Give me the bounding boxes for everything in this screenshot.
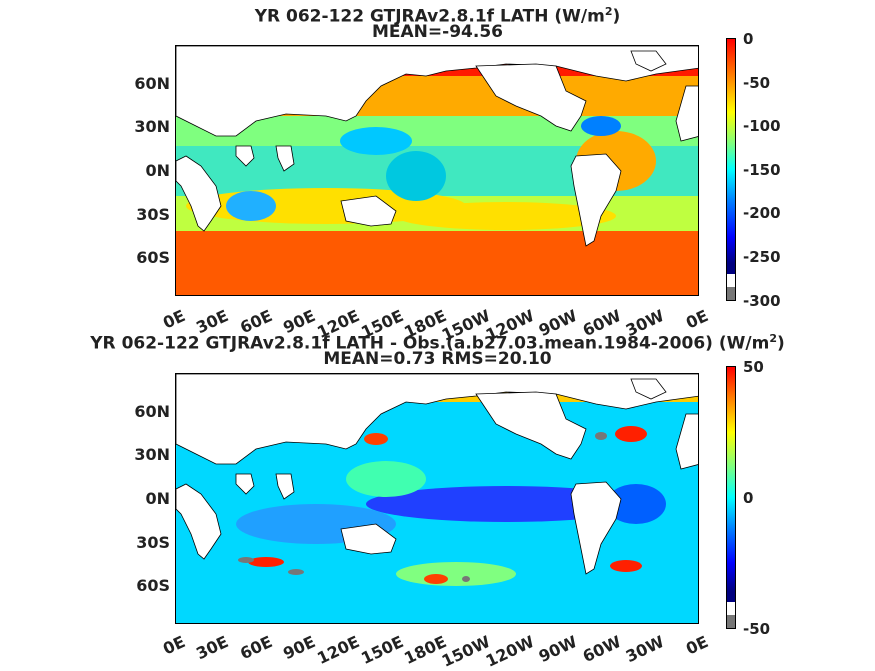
bottom-title-line1: YR 062-122 GTJRAv2.8.1f LATH - Obs.(a.b2… bbox=[90, 333, 770, 354]
bottom-xtick-11: 30W bbox=[622, 632, 668, 667]
bottom-arabia bbox=[235, 473, 255, 495]
top-cbar-tick-3: -150 bbox=[743, 161, 781, 179]
bottom-north-america bbox=[475, 391, 587, 460]
bottom-title-end: ) bbox=[776, 333, 785, 354]
bottom-xtick-0: 0E bbox=[160, 632, 189, 659]
bottom-panel-stats: MEAN=0.73 RMS=20.10 bbox=[323, 349, 552, 369]
bottom-australia bbox=[340, 523, 397, 555]
bottom-title-sup: 2 bbox=[769, 332, 777, 345]
bottom-south-america bbox=[570, 481, 622, 575]
bottom-malvinas-positive bbox=[610, 560, 642, 572]
top-title-line1: YR 062-122 GTJRAv2.8.1f LATH (W/m bbox=[254, 6, 605, 27]
bottom-india bbox=[275, 473, 295, 500]
top-gulf-stream bbox=[581, 116, 621, 136]
top-europe-east-edge bbox=[675, 85, 698, 142]
top-cbar-tick-0: 0 bbox=[743, 30, 754, 48]
bottom-map bbox=[175, 373, 699, 624]
bottom-xtick-2: 60E bbox=[236, 632, 276, 664]
top-cbar-tick-6: -300 bbox=[743, 292, 781, 310]
bottom-eurasia bbox=[176, 374, 698, 465]
top-eurasia bbox=[176, 46, 698, 137]
bottom-ytick-60n: 60N bbox=[134, 402, 170, 421]
top-greenland bbox=[630, 50, 667, 72]
top-panel: YR 062-122 GTJRAv2.8.1f LATH (W/m2) MEAN… bbox=[0, 0, 875, 345]
top-ytick-30n: 30N bbox=[134, 117, 170, 136]
top-arabia bbox=[235, 145, 255, 167]
bottom-xtick-8: 120W bbox=[482, 632, 538, 671]
top-map-svg bbox=[176, 46, 698, 295]
bottom-gulfstream-positive bbox=[615, 426, 647, 442]
top-cbar-tick-5: -250 bbox=[743, 248, 781, 266]
bottom-ytick-0n: 0N bbox=[145, 489, 170, 508]
bottom-cbar-tick-2: -50 bbox=[743, 620, 771, 638]
top-ytick-60n: 60N bbox=[134, 74, 170, 93]
bottom-xtick-12: 0E bbox=[683, 632, 712, 659]
top-warm-pool bbox=[386, 151, 446, 201]
bottom-cbar-tick-1: 0 bbox=[743, 489, 754, 507]
top-india bbox=[275, 145, 295, 172]
bottom-south-pac-positive bbox=[424, 574, 448, 584]
bottom-ytick-30n: 30N bbox=[134, 445, 170, 464]
top-land bbox=[176, 46, 698, 247]
top-north-america bbox=[475, 63, 587, 132]
bottom-missing bbox=[238, 432, 607, 582]
top-australia bbox=[340, 195, 397, 227]
top-south-america bbox=[570, 153, 622, 247]
bottom-agulhas-positive bbox=[248, 557, 284, 567]
bottom-xtick-4: 120E bbox=[313, 632, 363, 668]
top-panel-mean: MEAN=-94.56 bbox=[372, 22, 503, 42]
bottom-atlantic-negative bbox=[606, 484, 666, 524]
bottom-panel-title: YR 062-122 GTJRAv2.8.1f LATH - Obs.(a.b2… bbox=[0, 329, 875, 354]
top-cbar-tick-2: -100 bbox=[743, 117, 781, 135]
bottom-missing-patch-1 bbox=[238, 557, 254, 563]
bottom-panel: YR 062-122 GTJRAv2.8.1f LATH - Obs.(a.b2… bbox=[0, 329, 875, 671]
bottom-missing-patch-4 bbox=[595, 432, 607, 440]
bottom-ytick-30s: 30S bbox=[136, 533, 170, 552]
bottom-xtick-1: 30E bbox=[192, 632, 232, 664]
bottom-cbar-tick-0: 50 bbox=[743, 358, 764, 376]
top-africa bbox=[176, 155, 222, 232]
top-kuroshio bbox=[340, 127, 412, 155]
bottom-missing-patch-3 bbox=[462, 576, 470, 582]
top-title-sup: 2 bbox=[604, 5, 613, 18]
bottom-greenland bbox=[630, 378, 667, 400]
bottom-southern-ocean bbox=[396, 562, 516, 586]
top-ytick-60s: 60S bbox=[136, 248, 170, 267]
bottom-colorbar bbox=[726, 366, 736, 629]
bottom-land bbox=[176, 374, 698, 575]
top-colorbar bbox=[726, 38, 736, 301]
bottom-xtick-10: 60W bbox=[579, 632, 625, 667]
bottom-ytick-60s: 60S bbox=[136, 576, 170, 595]
bottom-europe-east-edge bbox=[675, 413, 698, 470]
top-pacific-gradient bbox=[396, 202, 616, 230]
bottom-kuroshio-positive bbox=[364, 433, 388, 445]
bottom-africa bbox=[176, 483, 222, 560]
top-agulhas bbox=[226, 191, 276, 221]
top-cbar-tick-4: -200 bbox=[743, 204, 781, 222]
bottom-missing-patch-2 bbox=[288, 569, 304, 575]
top-southern-ocean-band bbox=[176, 231, 698, 295]
top-title-end: ) bbox=[612, 6, 621, 27]
top-ytick-30s: 30S bbox=[136, 205, 170, 224]
bottom-westpac bbox=[346, 461, 426, 497]
top-ytick-0n: 0N bbox=[145, 161, 170, 180]
bottom-xtick-9: 90W bbox=[535, 632, 581, 667]
bottom-xtick-6: 180E bbox=[400, 632, 450, 668]
bottom-xtick-3: 90E bbox=[279, 632, 319, 664]
top-cbar-tick-1: -50 bbox=[743, 74, 771, 92]
top-panel-title: YR 062-122 GTJRAv2.8.1f LATH (W/m2) bbox=[0, 2, 875, 27]
bottom-xtick-5: 150E bbox=[357, 632, 407, 668]
bottom-map-svg bbox=[176, 374, 698, 623]
top-map bbox=[175, 45, 699, 296]
